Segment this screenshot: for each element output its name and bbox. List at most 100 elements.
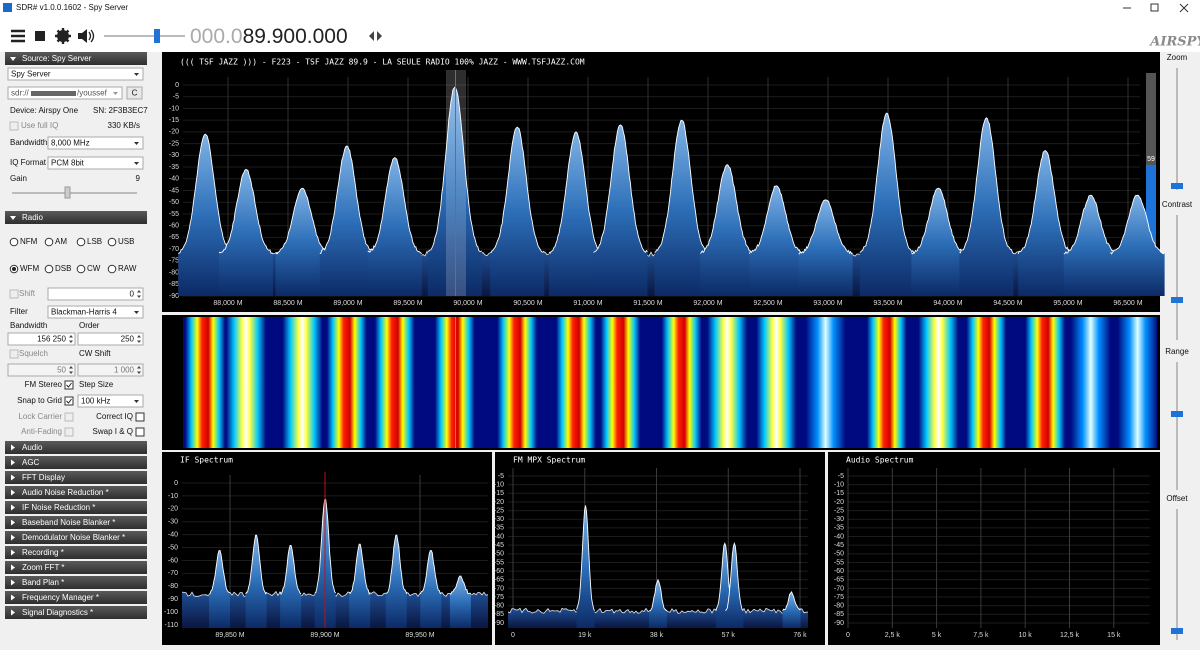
maximize-button[interactable] [1150, 3, 1159, 12]
waterfall-trace [226, 317, 266, 448]
section-title: IF Noise Reduction * [22, 503, 95, 512]
frequency-display[interactable]: 000.089.900.000 [190, 25, 348, 48]
x-tick-label: 5 k [932, 632, 942, 639]
section-header[interactable] [5, 441, 147, 454]
dropdown-arrow [134, 400, 139, 403]
x-tick-label: 91,000 M [573, 300, 602, 307]
radio-button[interactable] [9, 237, 19, 247]
dropdown[interactable] [77, 394, 144, 408]
signal-peak-fill [420, 550, 442, 628]
slider-thumb[interactable] [1171, 297, 1183, 303]
dropdown[interactable] [47, 156, 144, 170]
checkbox-label: Anti-Fading [21, 427, 62, 436]
checkbox[interactable] [135, 427, 145, 437]
collapsed-arrow [11, 534, 15, 541]
number-input[interactable] [47, 287, 144, 301]
number-input[interactable] [77, 332, 144, 346]
section-header[interactable] [5, 211, 147, 224]
settings-button[interactable] [55, 28, 71, 44]
section-header[interactable] [5, 561, 147, 574]
x-tick-label: 89,850 M [215, 632, 244, 639]
slider-thumb[interactable] [1171, 411, 1183, 417]
spin-buttons[interactable] [69, 335, 73, 343]
y-tick-label: -90 [834, 620, 844, 627]
radio-button[interactable] [107, 264, 117, 274]
x-tick-label: 89,950 M [405, 632, 434, 639]
mode-label: WFM [20, 264, 39, 273]
y-tick-label: -40 [169, 176, 179, 183]
spin-buttons[interactable] [137, 366, 141, 374]
y-tick-label: -90 [494, 620, 504, 627]
dropdown[interactable] [47, 305, 144, 319]
radio-button[interactable] [107, 237, 117, 247]
volume-thumb[interactable] [154, 29, 160, 43]
section-header[interactable] [5, 576, 147, 589]
tuning-arrows[interactable] [369, 31, 382, 41]
section-header[interactable] [5, 52, 147, 65]
input-value: 250 [121, 335, 135, 344]
section-title: Audio Noise Reduction * [22, 488, 109, 497]
section-title: Zoom FFT * [22, 563, 65, 572]
mode-label: DSB [55, 264, 71, 273]
mode-label: LSB [87, 237, 102, 246]
y-tick-label: -55 [169, 211, 179, 218]
section-title: Recording * [22, 548, 64, 557]
connect-button[interactable] [126, 86, 143, 100]
signal-peak-fill [649, 579, 667, 628]
radio-button[interactable] [44, 237, 54, 247]
section-header[interactable] [5, 456, 147, 469]
number-input[interactable] [7, 332, 76, 346]
signal-peak [1110, 194, 1166, 255]
section-header[interactable] [5, 606, 147, 619]
data-rate: 330 KB/s [108, 121, 140, 130]
spin-buttons[interactable] [69, 366, 73, 374]
y-tick-label: -25 [494, 507, 504, 514]
checkbox[interactable] [135, 412, 145, 422]
y-tick-label: -80 [834, 603, 844, 610]
y-tick-label: -80 [169, 269, 179, 276]
checkbox[interactable] [64, 396, 74, 406]
slider-thumb[interactable] [1171, 183, 1183, 189]
dropdown[interactable] [47, 136, 144, 150]
signal-peak-fill [349, 544, 371, 628]
signal-peak [911, 187, 966, 255]
y-tick-label: -35 [834, 525, 844, 532]
x-tick-label: 92,000 M [693, 300, 722, 307]
y-tick-label: -35 [169, 164, 179, 171]
checkbox [9, 349, 19, 359]
stop-button[interactable] [35, 31, 45, 41]
section-header[interactable] [5, 591, 147, 604]
dropdown-arrow [134, 162, 139, 165]
spin-buttons[interactable] [137, 290, 141, 298]
x-tick-label: 88,500 M [273, 300, 302, 307]
signal-peak [419, 550, 442, 595]
section-header[interactable] [5, 501, 147, 514]
y-tick-label: -40 [168, 531, 178, 538]
radio-button[interactable] [44, 264, 54, 274]
spin-buttons[interactable] [137, 335, 141, 343]
checkbox[interactable] [64, 380, 74, 390]
signal-peak [275, 187, 330, 255]
section-header[interactable] [5, 486, 147, 499]
waterfall-trace [756, 317, 797, 448]
x-tick-label: 0 [846, 632, 850, 639]
menu-button[interactable] [11, 29, 25, 43]
label: CW Shift [79, 349, 111, 358]
section-header[interactable] [5, 531, 147, 544]
audio-mute-button[interactable] [78, 29, 95, 43]
radio-button[interactable] [76, 237, 86, 247]
panel-title: FM MPX Spectrum [513, 456, 585, 465]
gain-thumb[interactable] [64, 186, 71, 199]
dropdown[interactable] [7, 67, 144, 81]
y-tick-label: -55 [834, 559, 844, 566]
close-button[interactable] [1179, 3, 1189, 13]
section-header[interactable] [5, 546, 147, 559]
expanded-arrow [10, 216, 16, 220]
section-header[interactable] [5, 516, 147, 529]
section-header[interactable] [5, 471, 147, 484]
slider-thumb[interactable] [1171, 628, 1183, 634]
y-tick-label: -60 [168, 557, 178, 564]
radio-button[interactable] [76, 264, 86, 274]
input-value: 156 250 [37, 335, 66, 344]
waterfall-trace [282, 317, 323, 448]
